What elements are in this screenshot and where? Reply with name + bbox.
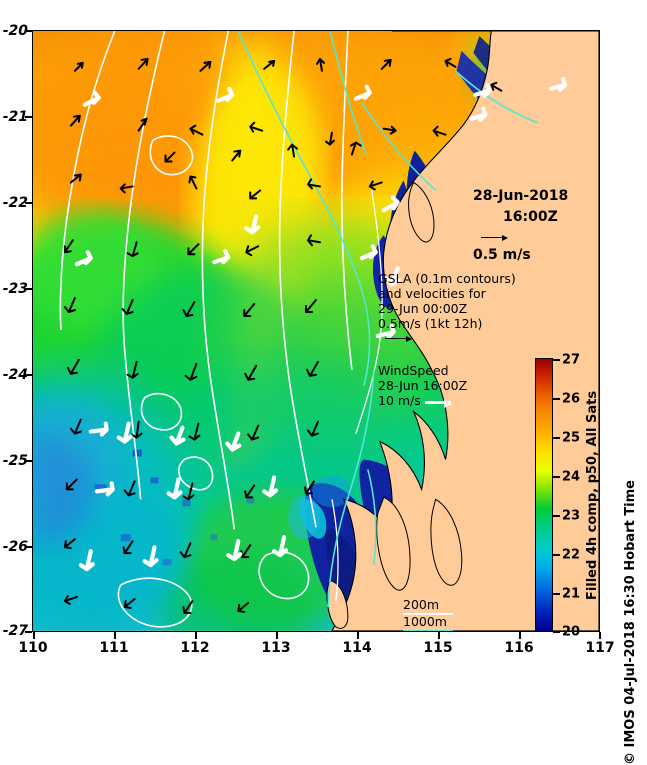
- datetime-title: 28-Jun-2018: [473, 188, 569, 204]
- x-tick-5: 115: [423, 640, 453, 656]
- gsla-line-3: 29-Jun 00:00Z: [378, 301, 468, 316]
- cb-label-4: 23: [562, 508, 581, 524]
- sst-raster: [33, 31, 599, 631]
- x-tick-1: 111: [99, 640, 129, 656]
- cb-label-0: 27: [562, 352, 581, 368]
- colorbar-title-text: Filled 4h comp, p50, All Sats: [585, 390, 601, 600]
- wind-arrows: [74, 76, 568, 572]
- bathy-200m-label: 200m: [403, 597, 440, 612]
- y-tick-3: -23: [2, 281, 28, 297]
- y-tick-7: -27: [2, 623, 28, 639]
- bathy-1000m: [237, 31, 538, 607]
- datetime-time: 16:00Z: [503, 209, 558, 225]
- gsla-line-2: and velocities for: [378, 286, 486, 301]
- x-tick-2: 112: [180, 640, 210, 656]
- wind-line-3: 10 m/s: [378, 393, 421, 408]
- gsla-line-1: GSLA (0.1m contours): [378, 271, 516, 286]
- cb-label-2: 25: [562, 430, 581, 446]
- cb-label-3: 24: [562, 469, 581, 485]
- x-tick-3: 113: [261, 640, 291, 656]
- map-plot-area: 28-Jun-2018 16:00Z 0.5 m/s GSLA (0.1m co…: [32, 30, 600, 632]
- velocity-scale-arrow: [481, 234, 508, 241]
- velocity-arrows: [63, 57, 503, 614]
- gsla-contours: [59, 31, 353, 628]
- credit-label: © IMOS 04-Jul-2018 16:30 Hobart Time: [622, 479, 638, 765]
- bathy-200m-swatch: [403, 613, 453, 615]
- landmass: [326, 31, 599, 631]
- colorbar: [535, 358, 553, 632]
- credit-text: © IMOS 04-Jul-2018 16:30 Hobart Time: [618, 330, 642, 765]
- y-tick-2: -22: [2, 195, 28, 211]
- bathy-1000m-label: 1000m: [403, 614, 447, 629]
- bathy-1000m-swatch: [403, 630, 453, 631]
- cb-label-7: 20: [562, 624, 581, 640]
- wind-line-1: WindSpeed: [378, 363, 449, 378]
- colorbar-title: Filled 4h comp, p50, All Sats: [583, 358, 603, 632]
- x-tick-6: 116: [504, 640, 534, 656]
- cb-label-1: 26: [562, 391, 581, 407]
- x-tick-4: 114: [342, 640, 372, 656]
- velocity-scale-label: 0.5 m/s: [473, 247, 531, 263]
- gsla-line-4: 0.5m/s (1kt 12h): [378, 316, 483, 331]
- y-tick-6: -26: [2, 539, 28, 555]
- y-tick-0: -20: [2, 23, 28, 39]
- wind-line-2: 28-Jun 16:00Z: [378, 378, 468, 393]
- y-tick-1: -21: [2, 109, 28, 125]
- bathy-200m: [331, 190, 383, 602]
- colorbar-gradient: [536, 359, 552, 631]
- cb-label-6: 21: [562, 586, 581, 602]
- wind-scale-arrow: [425, 399, 452, 408]
- x-tick-7: 117: [585, 640, 615, 656]
- y-tick-4: -24: [2, 367, 28, 383]
- x-tick-0: 110: [18, 640, 48, 656]
- gsla-scale-arrow: [385, 335, 412, 342]
- cb-label-5: 22: [562, 547, 581, 563]
- y-tick-5: -25: [2, 453, 28, 469]
